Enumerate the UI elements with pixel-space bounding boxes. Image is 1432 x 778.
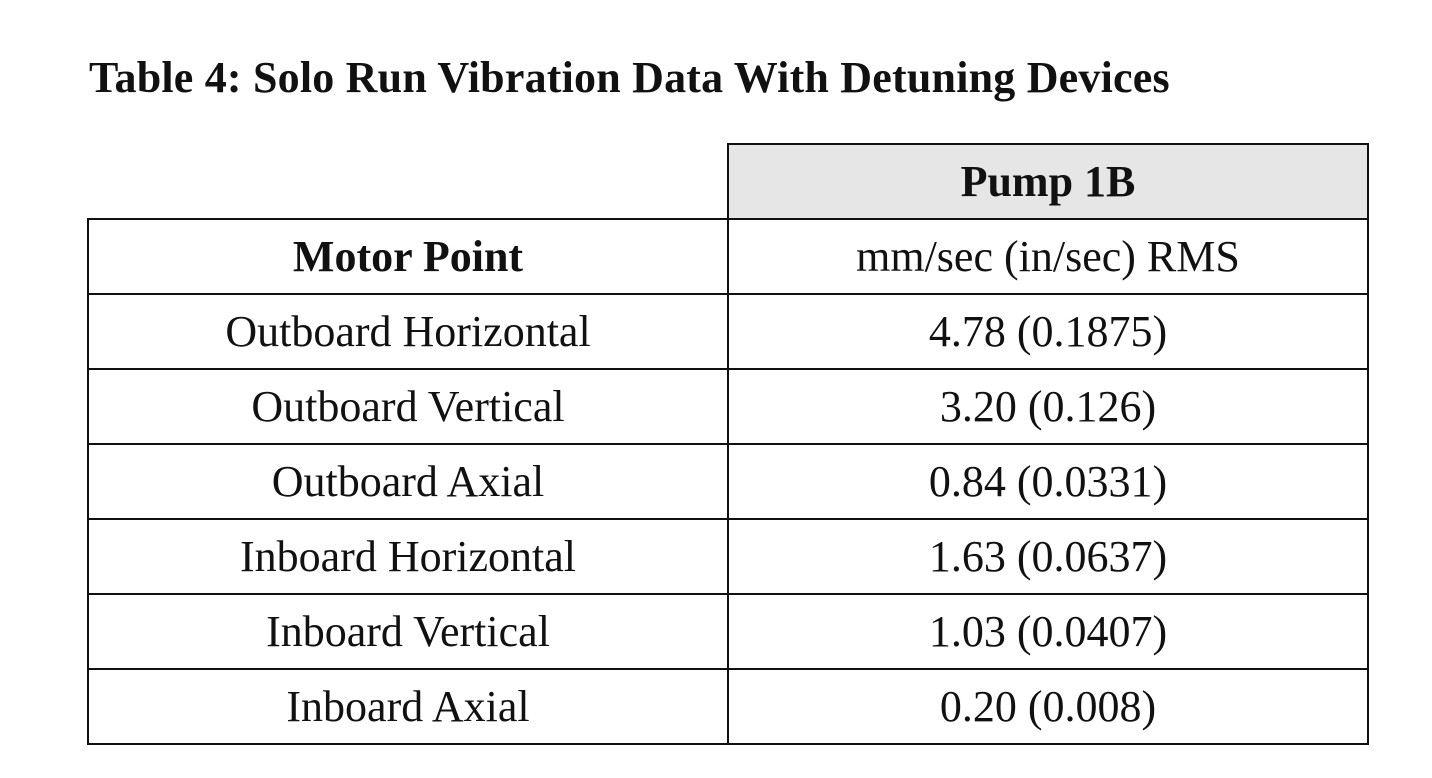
table-row: Outboard Horizontal 4.78 (0.1875) (87, 293, 1369, 370)
group-header-row: Pump 1B (88, 143, 1369, 220)
table-row: Outboard Axial 0.84 (0.0331) (87, 443, 1369, 520)
vibration-value-cell: 0.84 (0.0331) (727, 443, 1369, 520)
motor-point-cell: Outboard Horizontal (87, 293, 729, 370)
pump-header-cell: Pump 1B (727, 143, 1369, 220)
empty-corner-cell (88, 144, 729, 220)
vibration-value-cell: 4.78 (0.1875) (727, 293, 1369, 370)
column-header-row: Motor Point mm/sec (in/sec) RMS (87, 218, 1369, 295)
table-row: Inboard Axial 0.20 (0.008) (87, 668, 1369, 745)
units-header: mm/sec (in/sec) RMS (727, 218, 1369, 295)
vibration-value-cell: 3.20 (0.126) (727, 368, 1369, 445)
motor-point-cell: Inboard Axial (87, 668, 729, 745)
table-row: Outboard Vertical 3.20 (0.126) (87, 368, 1369, 445)
motor-point-cell: Inboard Vertical (87, 593, 729, 670)
table-row: Inboard Horizontal 1.63 (0.0637) (87, 518, 1369, 595)
motor-point-cell: Outboard Vertical (87, 368, 729, 445)
motor-point-header: Motor Point (87, 218, 729, 295)
motor-point-cell: Outboard Axial (87, 443, 729, 520)
vibration-value-cell: 1.03 (0.0407) (727, 593, 1369, 670)
table-row: Inboard Vertical 1.03 (0.0407) (87, 593, 1369, 670)
vibration-value-cell: 1.63 (0.0637) (727, 518, 1369, 595)
motor-point-cell: Inboard Horizontal (87, 518, 729, 595)
table-caption: Table 4: Solo Run Vibration Data With De… (89, 53, 1170, 102)
vibration-value-cell: 0.20 (0.008) (727, 668, 1369, 745)
vibration-data-table: Pump 1B Motor Point mm/sec (in/sec) RMS … (87, 143, 1369, 745)
